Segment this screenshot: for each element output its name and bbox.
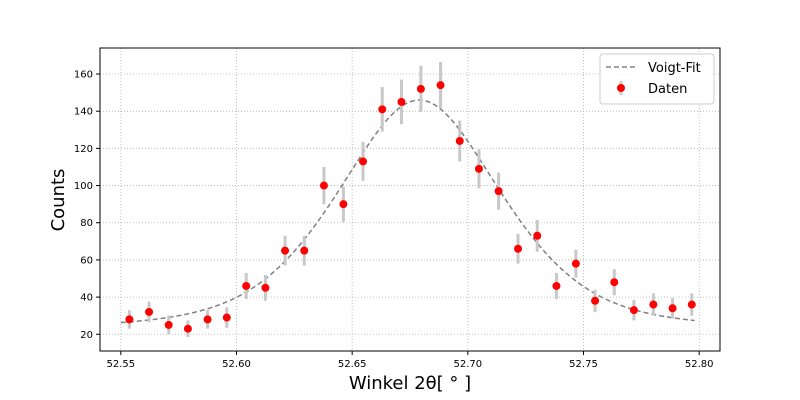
data-point xyxy=(533,231,542,240)
data-point xyxy=(494,187,503,196)
data-point xyxy=(319,181,328,190)
data-point xyxy=(203,315,212,324)
y-tick-label: 20 xyxy=(80,330,93,341)
data-point xyxy=(552,281,561,290)
legend: Voigt-Fit Daten xyxy=(599,53,715,105)
legend-data-marker xyxy=(617,84,625,92)
x-tick-label: 52.75 xyxy=(569,359,598,370)
data-point xyxy=(242,281,251,290)
y-tick-label: 120 xyxy=(74,144,93,155)
y-tick-label: 60 xyxy=(80,255,93,266)
data-point xyxy=(474,164,483,173)
y-axis-ticks: 20 40 60 80 100 120 140 160 xyxy=(74,70,100,341)
data-point xyxy=(378,105,387,114)
legend-data-label: Daten xyxy=(648,82,687,97)
x-tick-label: 52.80 xyxy=(685,359,714,370)
data-point xyxy=(610,278,619,287)
data-point xyxy=(514,244,523,253)
data-point xyxy=(571,259,580,268)
data-point xyxy=(668,304,677,313)
y-tick-label: 100 xyxy=(74,181,93,192)
fit-curve xyxy=(120,99,695,324)
data-point xyxy=(455,136,464,145)
data-point xyxy=(591,296,600,305)
x-tick-label: 52.65 xyxy=(338,359,367,370)
y-axis-label: Counts xyxy=(48,169,69,232)
y-tick-label: 160 xyxy=(74,70,93,81)
point-layer xyxy=(125,81,696,333)
x-axis-ticks: 52.55 52.60 52.65 52.70 52.75 52.80 xyxy=(107,351,714,370)
data-point xyxy=(687,300,696,309)
legend-fit-label: Voigt-Fit xyxy=(648,61,701,76)
x-axis-label: Winkel 2θ[ ° ] xyxy=(349,373,471,394)
y-tick-label: 40 xyxy=(80,293,93,304)
data-point xyxy=(436,81,445,90)
data-point xyxy=(629,306,638,315)
plot-frame xyxy=(99,47,721,352)
x-tick-label: 52.55 xyxy=(107,359,136,370)
data-point xyxy=(281,246,290,255)
grid xyxy=(100,48,720,351)
data-point xyxy=(125,315,134,324)
fit-layer xyxy=(120,99,695,324)
data-point xyxy=(222,313,231,322)
data-point xyxy=(397,97,406,106)
data-point xyxy=(649,300,658,309)
data-point xyxy=(164,320,173,329)
y-tick-label: 80 xyxy=(80,218,93,229)
data-point xyxy=(261,283,270,292)
data-point xyxy=(145,307,154,316)
data-point xyxy=(183,324,192,333)
x-tick-label: 52.70 xyxy=(454,359,483,370)
data-point xyxy=(300,246,309,255)
data-point xyxy=(359,157,368,166)
data-point xyxy=(416,84,425,93)
y-tick-label: 140 xyxy=(74,107,93,118)
legend-box xyxy=(599,53,715,105)
data-point xyxy=(339,200,348,209)
x-tick-label: 52.60 xyxy=(222,359,251,370)
